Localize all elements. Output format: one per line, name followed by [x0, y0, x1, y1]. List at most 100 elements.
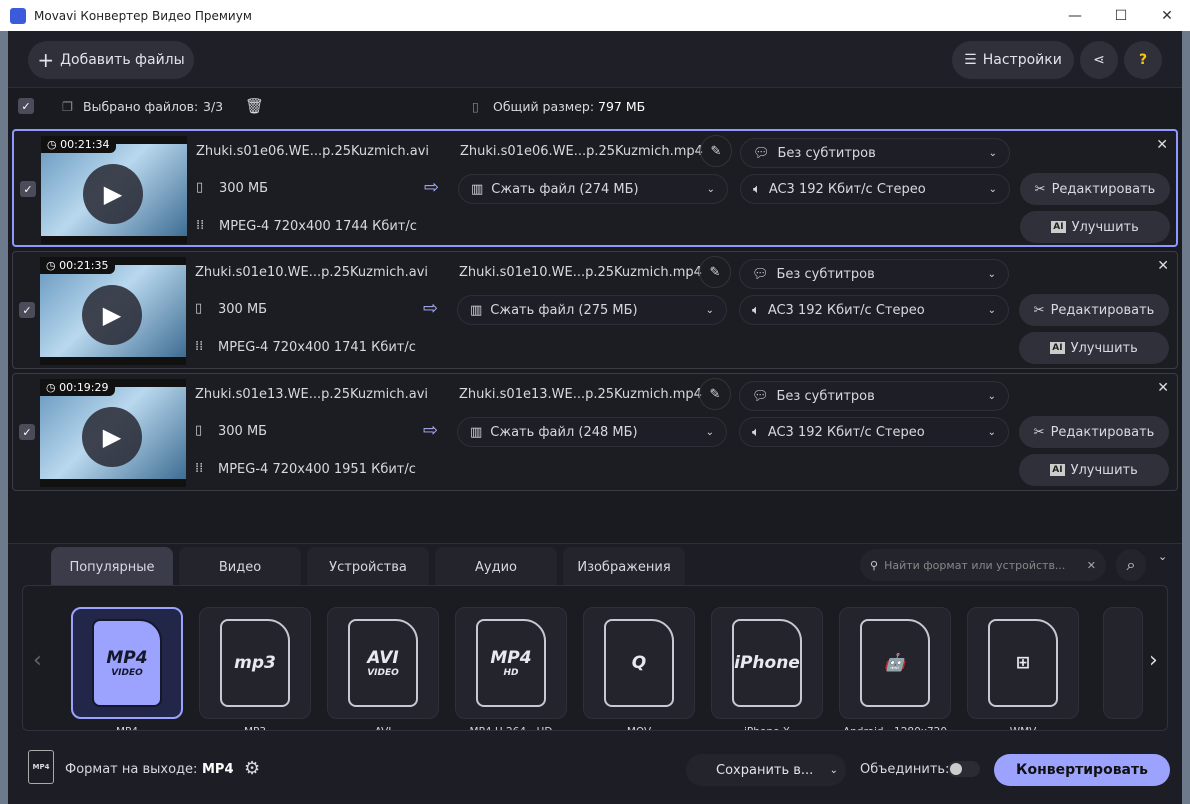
format-tile[interactable]: AVI VIDEO — [327, 607, 439, 719]
audio-dropdown[interactable]: 🔈︎ AC3 192 Кбит/с Стерео ⌄ — [739, 295, 1009, 325]
video-thumbnail[interactable]: ◷ 00:21:34 ▶ — [41, 136, 187, 244]
merge-toggle[interactable] — [948, 761, 980, 777]
enhance-button[interactable]: AI Улучшить — [1020, 211, 1170, 243]
app-window: + Добавить файлы ☰ Настройки ⋖ ? ✓ ❐ Выб… — [8, 31, 1182, 804]
save-to-button[interactable]: Сохранить в... ⌄ — [686, 754, 846, 786]
format-tile-partial[interactable] — [1103, 607, 1143, 719]
format-tile[interactable]: 🤖 — [839, 607, 951, 719]
scroll-left-icon[interactable]: ‹ — [33, 648, 42, 673]
delete-icon[interactable]: 🗑 — [245, 97, 265, 115]
title-bar: Movavi Конвертер Видео Премиум — ☐ ✕ — [0, 0, 1190, 31]
format-icon: iPhone — [732, 619, 802, 707]
subtitles-label: Без субтитров — [776, 388, 875, 404]
format-tile[interactable]: MP4 HD — [455, 607, 567, 719]
compress-label: Сжать файл (274 МБ) — [491, 181, 639, 197]
compress-dropdown[interactable]: ▥ Сжать файл (275 МБ) ⌄ — [457, 295, 727, 325]
format-icon-text: iPhone — [734, 653, 800, 673]
tab-3[interactable]: Аудио — [435, 547, 557, 587]
share-button[interactable]: ⋖ — [1080, 41, 1118, 79]
zip-icon: ▥ — [470, 302, 483, 318]
duration: 00:19:29 — [59, 381, 109, 394]
file-row[interactable]: ✓ ◷ 00:21:34 ▶ Zhuki.s01e06.WE...p.25Kuz… — [12, 129, 1178, 247]
remove-file-icon[interactable]: ✕ — [1157, 258, 1169, 274]
help-button[interactable]: ? — [1124, 41, 1162, 79]
chevron-down-icon[interactable]: ⌄ — [829, 764, 838, 776]
convert-arrow-icon: ⇨ — [424, 177, 440, 198]
file-row[interactable]: ✓ ◷ 00:21:35 ▶ Zhuki.s01e10.WE...p.25Kuz… — [12, 251, 1178, 369]
convert-button[interactable]: Конвертировать — [994, 754, 1170, 786]
chevron-down-icon: ⌄ — [988, 183, 997, 195]
format-icon-text: mp3 — [234, 653, 276, 673]
enhance-button[interactable]: AI Улучшить — [1019, 332, 1169, 364]
tab-0[interactable]: Популярные — [51, 547, 173, 587]
subtitles-dropdown[interactable]: 💬︎ Без субтитров ⌄ — [739, 259, 1009, 289]
format-tile[interactable]: ⊞ — [967, 607, 1079, 719]
compress-dropdown[interactable]: ▥ Сжать файл (248 МБ) ⌄ — [457, 417, 727, 447]
scroll-right-icon[interactable]: › — [1149, 648, 1158, 673]
file-checkbox[interactable]: ✓ — [19, 424, 35, 440]
output-format-label: Формат на выходе: — [65, 762, 198, 777]
clear-search-icon[interactable]: ✕ — [1086, 558, 1096, 572]
video-thumbnail[interactable]: ◷ 00:19:29 ▶ — [40, 379, 186, 487]
chevron-down-icon: ⌄ — [987, 304, 996, 316]
edit-button[interactable]: ✂ Редактировать — [1020, 173, 1170, 205]
play-button[interactable]: ▶ — [82, 285, 142, 345]
format-tile[interactable]: mp3 — [199, 607, 311, 719]
close-button[interactable]: ✕ — [1161, 7, 1173, 24]
play-button[interactable]: ▶ — [82, 407, 142, 467]
duration-badge: ◷ 00:19:29 — [40, 379, 115, 396]
chevron-down-icon: ⌄ — [987, 426, 996, 438]
file-checkbox[interactable]: ✓ — [20, 181, 36, 197]
output-settings-gear-icon[interactable]: ⚙ — [244, 758, 261, 779]
audio-dropdown[interactable]: 🔈︎ AC3 192 Кбит/с Стерео ⌄ — [740, 174, 1010, 204]
tools-icon: ✂ — [1033, 302, 1045, 318]
file-row[interactable]: ✓ ◷ 00:19:29 ▶ Zhuki.s01e13.WE...p.25Kuz… — [12, 373, 1178, 491]
maximize-button[interactable]: ☐ — [1114, 7, 1128, 24]
search-placeholder: Найти формат или устройств... — [884, 558, 1066, 572]
select-all-checkbox[interactable]: ✓ — [18, 98, 34, 114]
rename-pencil-icon[interactable]: ✎ — [699, 256, 731, 288]
file-size-icon: ▯ — [195, 301, 203, 316]
tab-1[interactable]: Видео — [179, 547, 301, 587]
play-button[interactable]: ▶ — [83, 164, 143, 224]
format-search-input[interactable]: ⚲ Найти формат или устройств... ✕ — [860, 549, 1106, 581]
format-tile[interactable]: MP4 VIDEO — [71, 607, 183, 719]
chevron-down-icon: ⌄ — [705, 426, 714, 438]
output-filename: Zhuki.s01e06.WE...p.25Kuzmich.mp4 — [460, 144, 703, 159]
duration: 00:21:34 — [60, 138, 110, 151]
format-gallery: ‹ MP4VIDEOMP4mp3MP3AVIVIDEOAVIMP4HDMP4 H… — [22, 585, 1168, 731]
settings-button[interactable]: ☰ Настройки — [952, 41, 1074, 79]
tab-4[interactable]: Изображения — [563, 547, 685, 587]
detect-device-button[interactable]: ⌕ — [1116, 549, 1146, 581]
source-filename: Zhuki.s01e06.WE...p.25Kuzmich.avi — [196, 144, 430, 159]
rename-pencil-icon[interactable]: ✎ — [699, 378, 731, 410]
file-size: 300 МБ — [219, 181, 269, 196]
format-tile[interactable]: Q — [583, 607, 695, 719]
video-thumbnail[interactable]: ◷ 00:21:35 ▶ — [40, 257, 186, 365]
remove-file-icon[interactable]: ✕ — [1157, 380, 1169, 396]
format-icon-subtext: HD — [503, 668, 519, 678]
compress-dropdown[interactable]: ▥ Сжать файл (274 МБ) ⌄ — [458, 174, 728, 204]
device-search-icon: ⌕ — [1126, 555, 1136, 574]
duration-badge: ◷ 00:21:34 — [41, 136, 116, 153]
format-icon-subtext: VIDEO — [367, 668, 399, 678]
remove-file-icon[interactable]: ✕ — [1156, 137, 1168, 153]
format-tile[interactable]: iPhone — [711, 607, 823, 719]
collapse-panel-icon[interactable]: ⌄ — [1158, 550, 1168, 563]
audio-dropdown[interactable]: 🔈︎ AC3 192 Кбит/с Стерео ⌄ — [739, 417, 1009, 447]
enhance-button[interactable]: AI Улучшить — [1019, 454, 1169, 486]
format-icon-text: AVI — [367, 648, 399, 668]
edit-button[interactable]: ✂ Редактировать — [1019, 294, 1169, 326]
subtitles-dropdown[interactable]: 💬︎ Без субтитров ⌄ — [739, 381, 1009, 411]
audio-label: AC3 192 Кбит/с Стерео — [768, 181, 926, 197]
rename-pencil-icon[interactable]: ✎ — [700, 135, 732, 167]
edit-button[interactable]: ✂ Редактировать — [1019, 416, 1169, 448]
tab-2[interactable]: Устройства — [307, 547, 429, 587]
file-checkbox[interactable]: ✓ — [19, 302, 35, 318]
minimize-button[interactable]: — — [1068, 7, 1082, 24]
add-files-button[interactable]: + Добавить файлы — [28, 41, 194, 79]
subtitles-dropdown[interactable]: 💬︎ Без субтитров ⌄ — [740, 138, 1010, 168]
format-label: WMV — [967, 726, 1079, 730]
total-size-value: 797 МБ — [598, 98, 646, 114]
selection-bar: ✓ ❐ Выбрано файлов: 3/3 🗑 ▯ Общий размер… — [8, 88, 1182, 124]
